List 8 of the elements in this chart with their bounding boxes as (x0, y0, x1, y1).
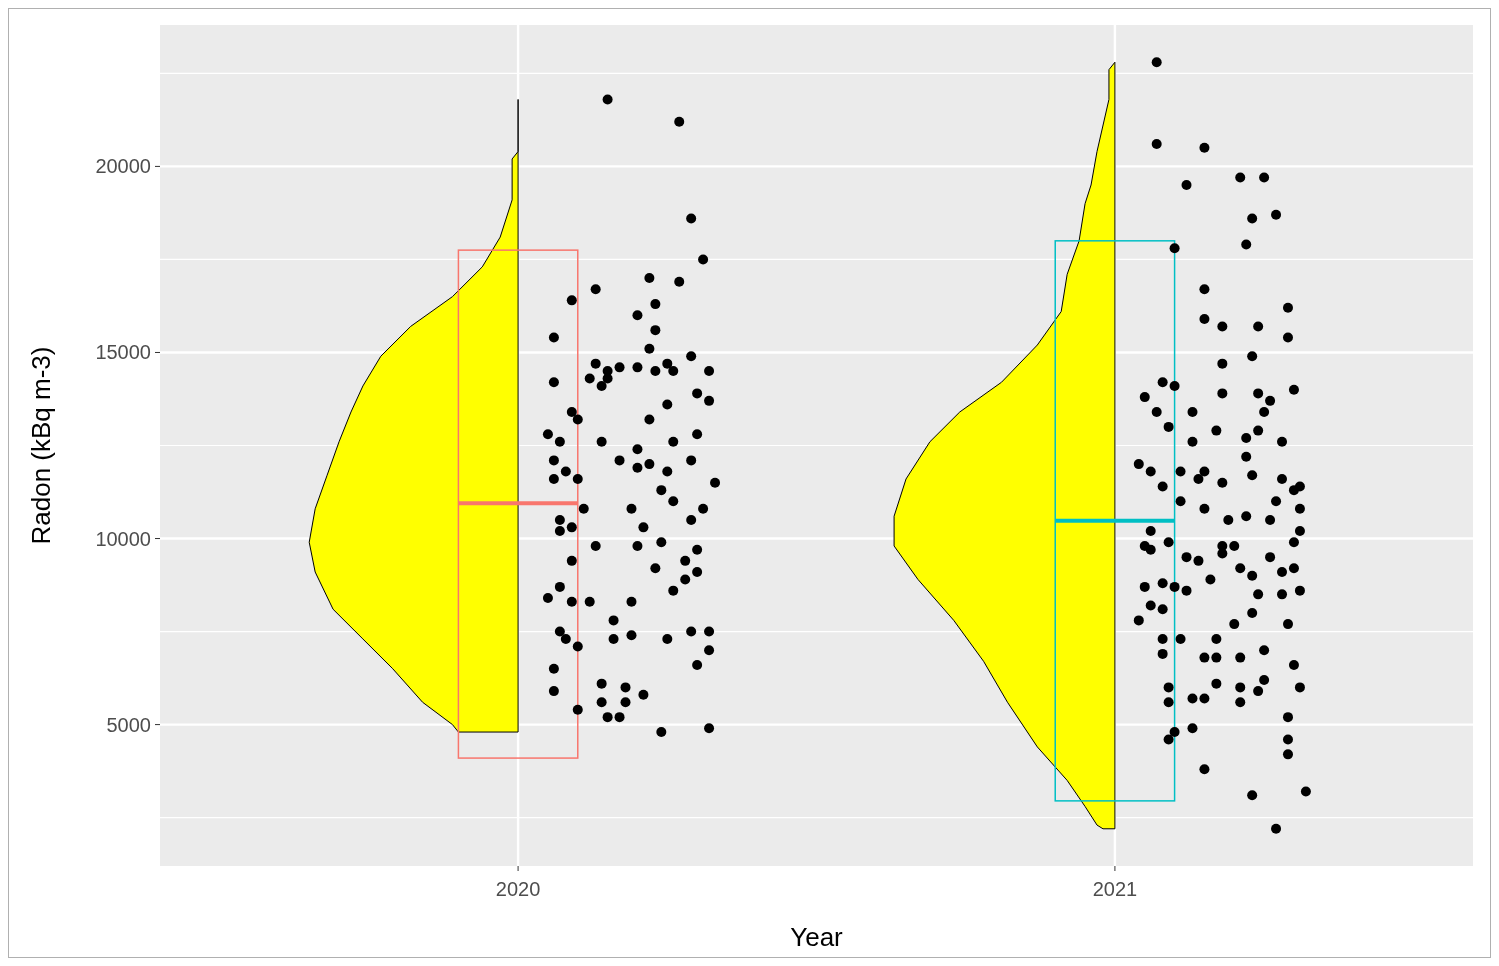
y-tick-label: 5000 (106, 713, 151, 736)
y-tick-label: 10000 (95, 527, 151, 550)
x-tick-label: 2020 (495, 878, 541, 900)
x-tick-label: 2021 (1092, 878, 1138, 900)
y-axis-title: Radon (kBq m-3) (26, 346, 56, 545)
x-axis-title: Year (790, 922, 844, 952)
y-tick-label: 15000 (95, 341, 151, 364)
y-tick-label: 20000 (95, 155, 151, 178)
